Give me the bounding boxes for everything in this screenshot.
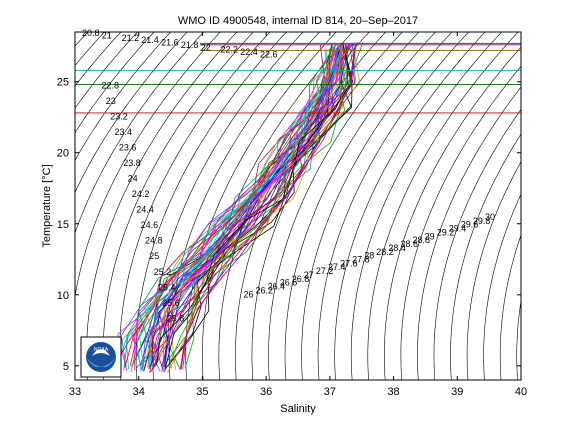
isopycnal-label: 25.6: [162, 298, 180, 308]
chart-title: WMO ID 4900548, internal ID 814, 20–Sep–…: [178, 15, 418, 27]
isopycnal-label: 21.2: [122, 33, 140, 43]
y-tick-label: 15: [57, 219, 69, 231]
x-tick-label: 40: [515, 386, 527, 398]
isopycnal-label: 25.8: [167, 313, 185, 323]
isopycnal-label: 28: [364, 251, 374, 261]
isopycnal-label: 23.8: [123, 158, 141, 168]
isopycnal-label: 26: [244, 289, 254, 299]
isopycnal-label: 21.8: [181, 40, 199, 50]
isopycnal-label: 23: [106, 96, 116, 106]
isopycnal-label: 22.8: [102, 80, 120, 90]
isopycnal-label: 24: [128, 174, 138, 184]
isopycnal-label: 25: [149, 251, 159, 261]
isopycnal-label: 23.4: [115, 127, 133, 137]
isopycnal-label: 21.6: [161, 38, 179, 48]
y-tick-label: 10: [57, 290, 69, 302]
noaa-logo-text: NOAA: [94, 347, 109, 353]
isopycnal-label: 24.2: [132, 189, 150, 199]
isopycnal-label: 22.4: [240, 47, 258, 57]
y-axis-label: Temperature [°C]: [41, 164, 53, 247]
x-tick-label: 36: [260, 386, 272, 398]
isopycnal-label: 23.6: [119, 143, 137, 153]
x-tick-label: 38: [387, 386, 399, 398]
isopycnal-label: 22.6: [260, 50, 278, 60]
x-tick-label: 39: [451, 386, 463, 398]
isopycnal-label: 22: [201, 42, 211, 52]
isopycnal-label: 20.8: [82, 28, 100, 38]
isopycnal-label: 24.4: [136, 205, 154, 215]
x-tick-label: 33: [69, 386, 81, 398]
x-axis-label: Salinity: [280, 403, 316, 415]
y-tick-label: 5: [63, 361, 69, 373]
y-tick-label: 20: [57, 148, 69, 160]
isopycnal-label: 23.2: [110, 112, 128, 122]
isopycnal-label: 27: [304, 270, 314, 280]
y-tick-label: 25: [57, 77, 69, 89]
noaa-logo: NOAA: [81, 337, 121, 377]
isopycnal-label: 22.2: [221, 45, 239, 55]
x-tick-label: 37: [324, 386, 336, 398]
isopycnal-label: 24.6: [141, 220, 159, 230]
isopycnal-label: 21.4: [141, 35, 159, 45]
isopycnal-label: 25.4: [158, 282, 176, 292]
isopycnal-label: 29: [425, 231, 435, 241]
isopycnal-label: 30: [485, 212, 495, 222]
isopycnal-label: 24.8: [145, 236, 163, 246]
isopycnal-label: 25.2: [154, 267, 172, 277]
x-tick-label: 34: [133, 386, 145, 398]
x-tick-label: 35: [196, 386, 208, 398]
